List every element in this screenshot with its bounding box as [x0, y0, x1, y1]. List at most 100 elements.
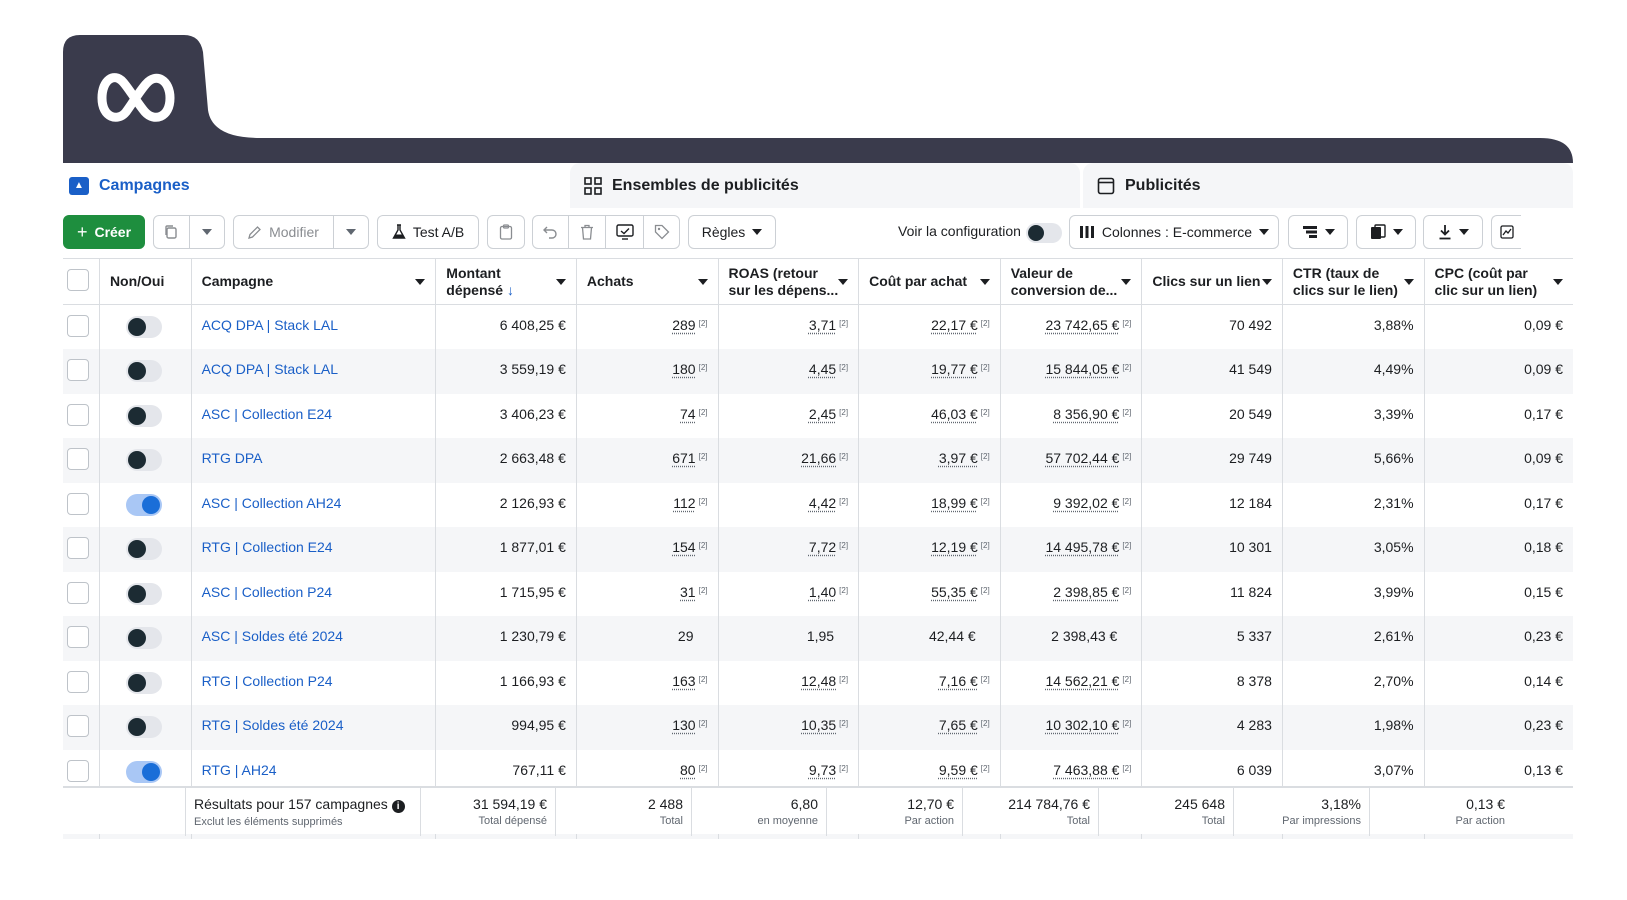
config-toggle[interactable]	[1026, 223, 1062, 243]
row-checkbox[interactable]	[67, 315, 89, 337]
preview-button[interactable]	[606, 215, 643, 249]
cpa-value[interactable]: 18,99 €	[931, 494, 978, 511]
purchases-value[interactable]: 671	[672, 450, 696, 466]
edit-dropdown[interactable]	[334, 215, 368, 249]
campaign-status-toggle[interactable]	[125, 360, 162, 382]
column-header-cpa[interactable]: Coût par achat	[858, 258, 1001, 305]
cpa-value[interactable]: 12,19 €	[931, 539, 978, 555]
info-icon[interactable]: i	[391, 800, 405, 813]
purchases-value[interactable]: 163	[672, 672, 696, 689]
purchases-value[interactable]: 130	[672, 717, 696, 733]
column-header-campaign[interactable]: Campagne	[191, 258, 437, 305]
column-header-value[interactable]: Valeur de conversion de...	[1000, 258, 1143, 305]
purchases-value[interactable]: 154	[672, 539, 696, 555]
row-checkbox[interactable]	[67, 715, 89, 737]
cpa-value[interactable]: 3,97 €	[938, 450, 978, 466]
campaign-status-toggle[interactable]	[125, 716, 162, 738]
campaign-status-toggle[interactable]	[125, 760, 162, 783]
tab-ads[interactable]: Publicités	[1083, 163, 1573, 208]
campaign-name-link[interactable]: RTG | Soldes été 2024	[201, 717, 344, 733]
chevron-down-icon[interactable]	[697, 279, 708, 285]
chevron-down-icon[interactable]	[1403, 279, 1414, 285]
chevron-down-icon[interactable]	[1121, 279, 1132, 285]
chevron-down-icon[interactable]	[555, 279, 566, 285]
campaign-status-toggle[interactable]	[125, 538, 162, 560]
cpa-value[interactable]: 7,65 €	[938, 717, 978, 733]
chevron-down-icon[interactable]	[838, 279, 849, 285]
table-row[interactable]: ASC | Collection E24 3 406,23 €74 [2] 2,45[…	[63, 393, 1573, 438]
campaign-status-toggle[interactable]	[125, 316, 162, 338]
campaign-status-toggle[interactable]	[125, 627, 162, 649]
column-header-clicks[interactable]: Clics sur un lien	[1141, 258, 1283, 305]
campaign-status-toggle[interactable]	[125, 493, 162, 516]
value-value[interactable]: 2 398,85 €	[1053, 583, 1120, 600]
cpa-value[interactable]: 7,16 €	[938, 672, 978, 689]
chart-button[interactable]	[1491, 215, 1521, 249]
campaign-name-link[interactable]: ASC | Soldes été 2024	[201, 628, 343, 644]
sort-desc-icon[interactable]: ↓	[507, 281, 514, 298]
purchases-value[interactable]: 31	[680, 583, 696, 600]
campaign-status-toggle[interactable]	[125, 582, 162, 605]
row-checkbox[interactable]	[67, 403, 89, 426]
value-value[interactable]: 7 463,88 €	[1053, 761, 1120, 778]
chevron-down-icon[interactable]	[1553, 279, 1563, 285]
campaign-name-link[interactable]: ASC | Collection E24	[201, 405, 333, 422]
campaign-status-toggle[interactable]	[125, 671, 162, 694]
campaign-name-link[interactable]: RTG | AH24	[201, 761, 277, 778]
value-value[interactable]: 23 742,65 €	[1045, 317, 1120, 333]
value-value[interactable]: 14 562,21 €	[1045, 672, 1120, 689]
table-row[interactable]: RTG | Collection P24 1 166,93 €163 [2] 12,4…	[63, 660, 1573, 705]
columns-button[interactable]: Colonnes : E-commerce	[1069, 215, 1279, 249]
table-row[interactable]: RTG | Soldes été 2024 994,95 €130 [2] 10,35…	[63, 705, 1573, 750]
roas-value[interactable]: 12,48	[801, 672, 837, 689]
table-row[interactable]: ASC | Collection P24 1 715,95 €31 [2] 1,40[…	[63, 571, 1573, 616]
column-header-purchases[interactable]: Achats	[576, 258, 719, 305]
roas-value[interactable]: 3,71	[808, 317, 837, 333]
table-row[interactable]: ASC | Collection AH24 2 126,93 €112 [2] 4,4…	[63, 482, 1573, 527]
row-checkbox[interactable]	[67, 359, 89, 381]
roas-value[interactable]: 9,73	[808, 761, 837, 778]
row-checkbox[interactable]	[67, 492, 89, 515]
cpa-value[interactable]: 19,77 €	[931, 361, 978, 377]
row-checkbox[interactable]	[67, 626, 89, 648]
campaign-name-link[interactable]: RTG | Collection P24	[201, 672, 333, 689]
campaign-name-link[interactable]: RTG DPA	[201, 450, 263, 466]
ab-test-button[interactable]: Test A/B	[377, 215, 479, 249]
value-value[interactable]: 57 702,44 €	[1045, 450, 1120, 466]
column-header-ctr[interactable]: CTR (taux de clics sur le lien)	[1282, 258, 1425, 305]
purchases-value[interactable]: 289	[672, 317, 696, 333]
campaign-name-link[interactable]: ACQ DPA | Stack LAL	[201, 361, 339, 377]
roas-value[interactable]: 21,66	[801, 450, 837, 466]
select-all-checkbox[interactable]	[67, 268, 89, 291]
export-button[interactable]	[1423, 215, 1483, 249]
cpa-value[interactable]: 22,17 €	[931, 317, 978, 333]
row-checkbox[interactable]	[67, 670, 89, 693]
tag-button[interactable]	[644, 215, 680, 249]
clipboard-button[interactable]	[487, 215, 525, 249]
cpa-value[interactable]: 55,35 €	[931, 583, 978, 600]
tab-adsets[interactable]: Ensembles de publicités	[570, 163, 1080, 208]
campaign-name-link[interactable]: ACQ DPA | Stack LAL	[201, 317, 339, 333]
campaign-status-toggle[interactable]	[125, 449, 162, 471]
campaign-name-link[interactable]: ASC | Collection AH24	[201, 494, 342, 511]
purchases-value[interactable]: 112	[673, 494, 696, 511]
value-value[interactable]: 14 495,78 €	[1045, 539, 1120, 555]
campaign-name-link[interactable]: ASC | Collection P24	[201, 583, 333, 600]
row-checkbox[interactable]	[67, 581, 89, 604]
undo-button[interactable]	[532, 215, 568, 249]
value-value[interactable]: 8 356,90 €	[1053, 405, 1120, 422]
cpa-value[interactable]: 46,03 €	[931, 405, 978, 422]
row-checkbox[interactable]	[67, 537, 89, 559]
column-header-toggle[interactable]: Non/Oui	[99, 258, 192, 305]
value-value[interactable]: 9 392,02 €	[1053, 494, 1120, 511]
value-value[interactable]: 15 844,05 €	[1045, 361, 1120, 377]
purchases-value[interactable]: 80	[680, 761, 696, 778]
roas-value[interactable]: 4,45	[808, 361, 837, 377]
roas-value[interactable]: 1,40	[808, 583, 837, 600]
tab-campaigns[interactable]: ▲ Campagnes	[63, 163, 563, 208]
roas-value[interactable]: 2,45	[808, 405, 837, 422]
reports-button[interactable]	[1356, 215, 1416, 249]
column-header-roas[interactable]: ROAS (retour sur les dépens...	[718, 258, 860, 305]
campaign-status-toggle[interactable]	[125, 404, 162, 427]
duplicate-button[interactable]	[153, 215, 189, 249]
